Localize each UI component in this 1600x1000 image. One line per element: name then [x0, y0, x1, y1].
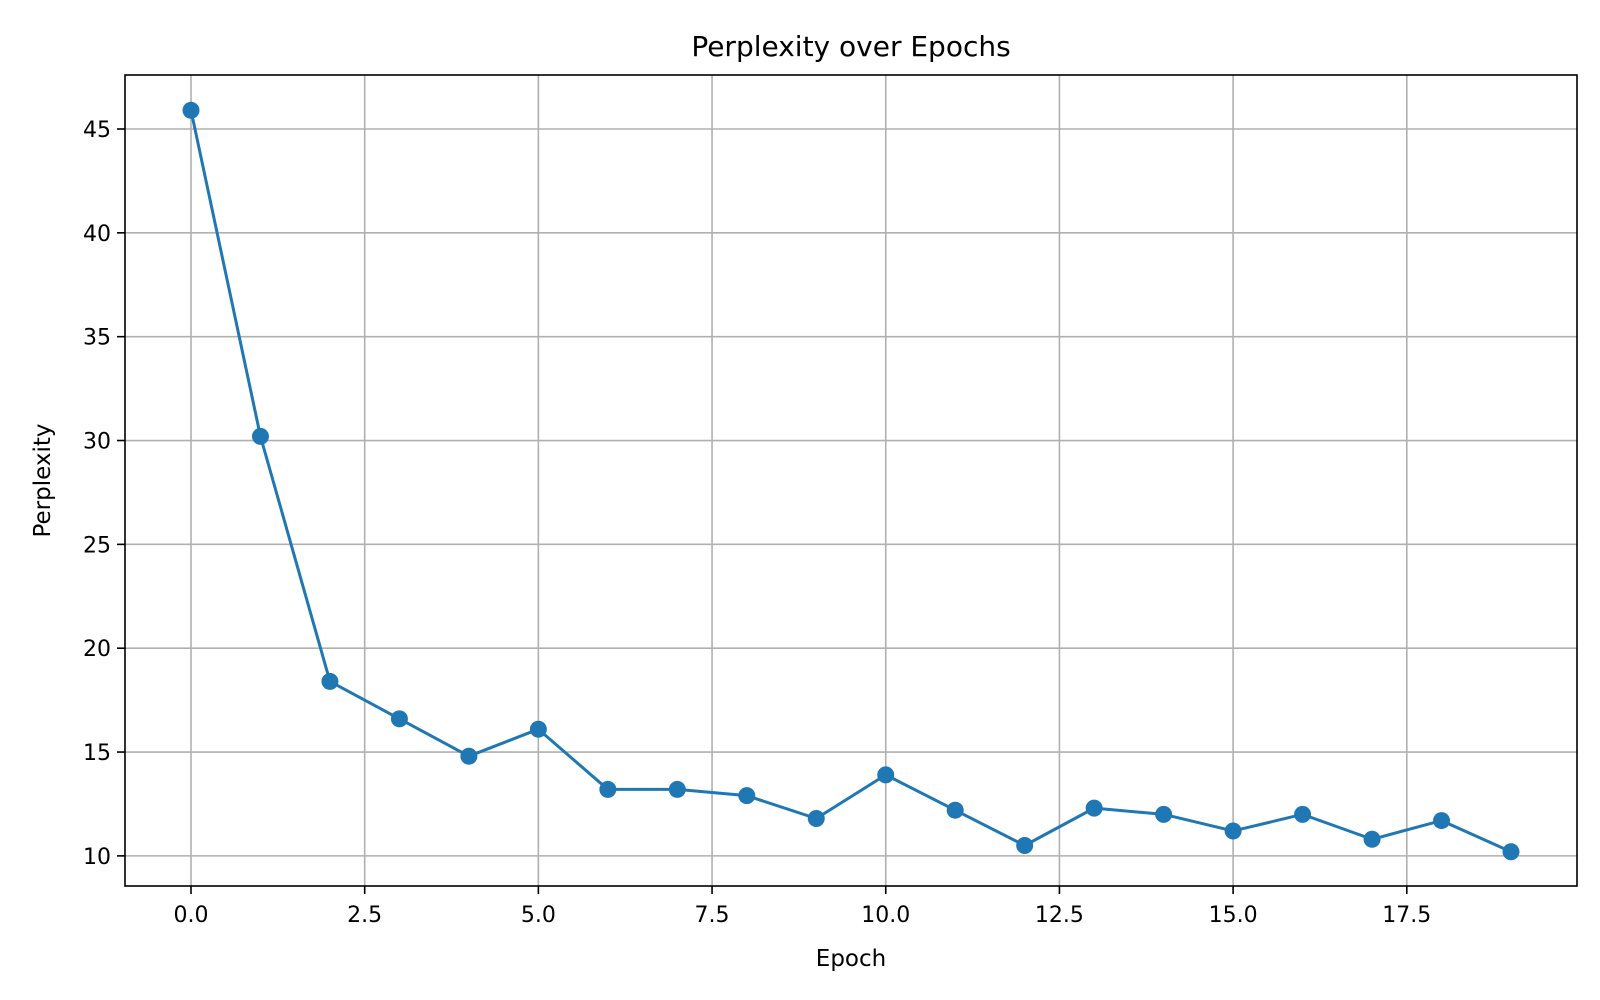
y-tick-label: 20: [83, 637, 111, 662]
x-tick-label: 5.0: [521, 903, 556, 928]
data-point: [529, 720, 547, 738]
data-point: [390, 710, 408, 728]
data-point: [1502, 843, 1520, 861]
plot-frame: [124, 74, 1578, 887]
y-tick-label: 35: [83, 326, 111, 351]
y-tick-label: 10: [83, 845, 111, 870]
data-point: [599, 780, 617, 798]
data-point: [738, 787, 756, 805]
data-point: [1085, 799, 1103, 817]
series-line: [189, 109, 1512, 854]
y-tick-label: 15: [83, 741, 111, 766]
chart-title: Perplexity over Epochs: [691, 30, 1010, 63]
x-axis-label: Epoch: [816, 946, 886, 972]
x-tick-label: 12.5: [1035, 903, 1084, 928]
x-tick-label: 2.5: [347, 903, 382, 928]
x-tick-label: 10.0: [861, 903, 910, 928]
x-tick-label: 7.5: [695, 903, 730, 928]
data-point: [1294, 805, 1312, 823]
data-point: [1016, 837, 1034, 855]
data-point: [807, 810, 825, 828]
data-point: [668, 780, 686, 798]
y-tick-label: 30: [83, 430, 111, 455]
series-layer: [182, 101, 1520, 861]
grid: [125, 75, 1577, 886]
x-tick-label: 15.0: [1209, 903, 1258, 928]
data-point: [321, 672, 339, 690]
y-tick-label: 45: [83, 118, 111, 143]
data-point: [1363, 830, 1381, 848]
x-tick-label: 17.5: [1382, 903, 1431, 928]
x-axis: 0.0 2.5 5.0 7.5 10.0 12.5 15.0 17.5: [174, 886, 1431, 928]
data-point: [1155, 805, 1173, 823]
y-axis: 10 15 20 25 30 35 40 45: [83, 118, 125, 870]
x-tick-label: 0.0: [174, 903, 209, 928]
y-axis-label: Perplexity: [30, 423, 56, 537]
data-point: [460, 747, 478, 765]
y-tick-label: 40: [83, 222, 111, 247]
data-point: [251, 427, 269, 445]
data-point: [182, 101, 200, 119]
data-point: [946, 801, 964, 819]
data-point: [877, 766, 895, 784]
y-tick-label: 25: [83, 533, 111, 558]
data-point: [1433, 812, 1451, 830]
data-point: [1224, 822, 1242, 840]
